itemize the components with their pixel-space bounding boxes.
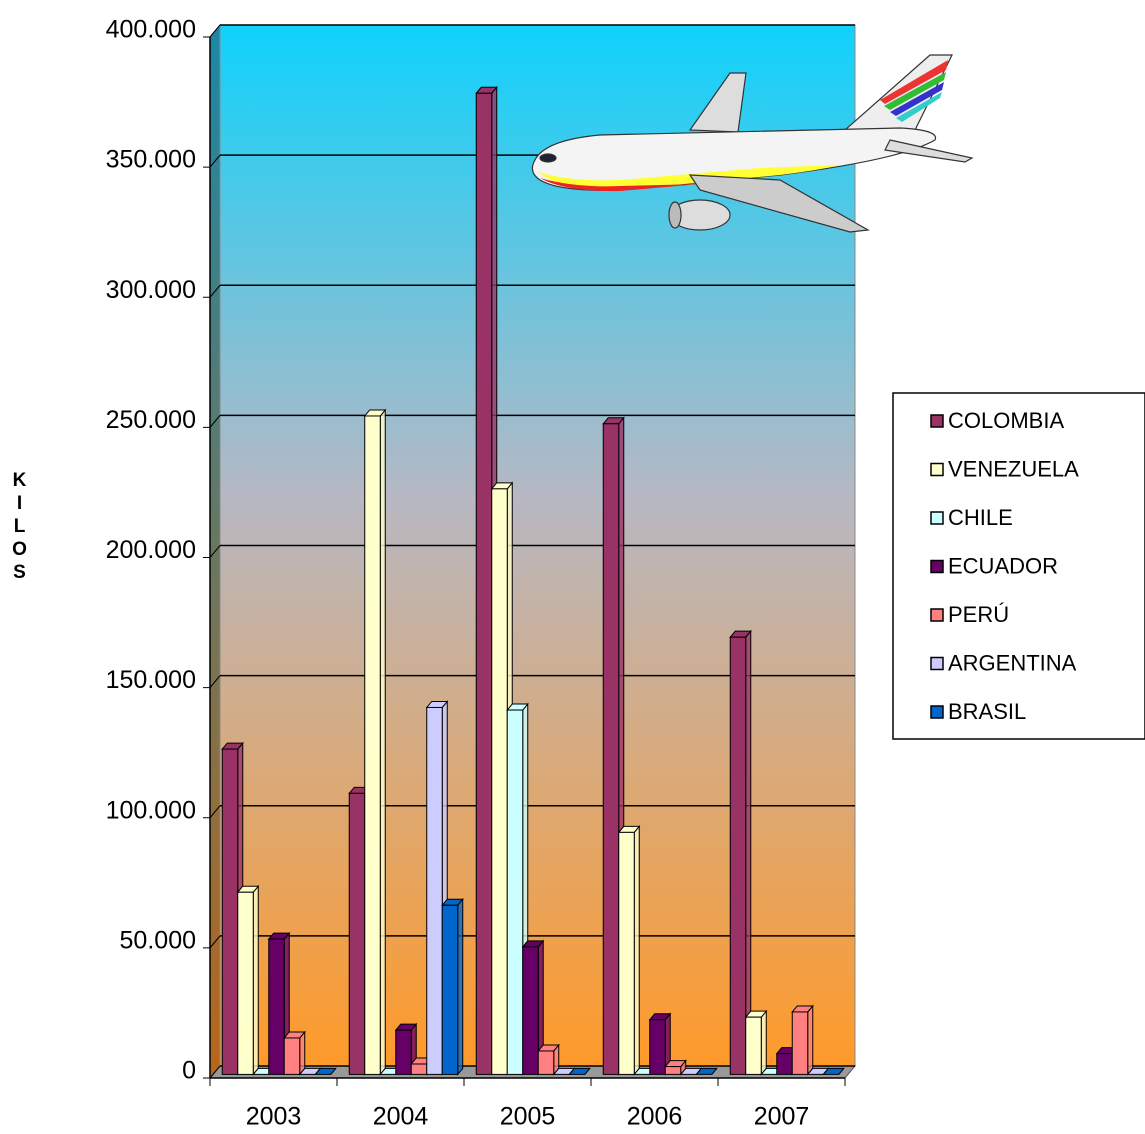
bar (649, 1019, 666, 1075)
grid-line (209, 805, 221, 819)
bar-top (822, 1067, 845, 1075)
bar-side (807, 1004, 814, 1076)
x-tick-label: 2004 (373, 1103, 429, 1131)
bar (491, 488, 508, 1075)
legend: COLOMBIA VENEZUELA CHILE ECUADOR PERÚ ARGENTI… (930, 408, 1079, 724)
legend-swatch (930, 608, 944, 622)
bar (618, 831, 635, 1075)
y-tick-label: 400.000 (106, 16, 196, 44)
y-tick-label: 50.000 (120, 926, 196, 954)
y-tick-label: 250.000 (106, 406, 196, 434)
plot-area: 0 50.000 100.000 150.000 200.000 250.000 300.0… (106, 16, 857, 1131)
legend-label: BRASIL (948, 699, 1026, 724)
bar (664, 1066, 682, 1075)
bar (410, 1063, 428, 1075)
bar (537, 1050, 555, 1075)
legend-swatch (930, 511, 944, 525)
bar (729, 636, 747, 1075)
grid-line (209, 284, 221, 298)
bar (237, 891, 254, 1075)
x-tick-label: 2007 (754, 1103, 810, 1131)
bar-side (299, 1030, 306, 1076)
y-axis-label: KILOS (9, 470, 30, 585)
legend-label: ARGENTINA (948, 650, 1077, 675)
bar (602, 423, 620, 1075)
legend-swatch (930, 705, 944, 719)
grid-line (209, 415, 221, 428)
y-tick-label: 300.000 (106, 276, 196, 304)
y-tick-label: 200.000 (106, 536, 196, 564)
bar-side (252, 884, 259, 1076)
bar-top (314, 1067, 337, 1075)
legend-swatch (930, 462, 944, 477)
legend-label: CHILE (948, 505, 1013, 530)
grid-line (209, 154, 221, 168)
bar-side (457, 897, 464, 1076)
grid-line (209, 24, 221, 38)
bar (776, 1053, 793, 1075)
y-tick-label: 100.000 (106, 796, 196, 824)
y-tick-label: 0 (182, 1057, 196, 1085)
x-tick-label: 2003 (246, 1103, 302, 1131)
bar (745, 1016, 762, 1075)
bar (426, 706, 443, 1075)
legend-swatch (930, 656, 944, 671)
y-tick-label: 150.000 (106, 666, 196, 694)
legend-label: VENEZUELA (948, 456, 1079, 481)
bar-side (745, 629, 752, 1076)
y-tick-label: 350.000 (106, 146, 196, 174)
bar (441, 904, 459, 1075)
legend-label: COLOMBIA (948, 408, 1064, 433)
bar (522, 946, 539, 1075)
bar (506, 709, 524, 1075)
legend-label: ECUADOR (948, 553, 1058, 578)
bar (364, 415, 381, 1075)
grid-line (209, 675, 221, 688)
legend-label: PERÚ (948, 602, 1009, 627)
bar-top (568, 1067, 591, 1075)
x-tick-label: 2005 (500, 1103, 556, 1131)
grid-line (209, 1065, 221, 1079)
bar-side (379, 408, 386, 1076)
legend-swatch (930, 559, 944, 574)
grid-line (209, 545, 221, 558)
airplane (531, 54, 974, 233)
bar (395, 1029, 412, 1075)
bar-side (633, 824, 640, 1076)
bar (791, 1011, 809, 1075)
bar (475, 92, 493, 1075)
x-tick-label: 2006 (627, 1103, 683, 1131)
bar-side (760, 1009, 767, 1076)
bar-top (695, 1067, 718, 1075)
bar (283, 1037, 301, 1075)
grid-line (209, 935, 221, 949)
bar (221, 748, 239, 1075)
legend-swatch (930, 414, 944, 428)
bar (268, 938, 285, 1075)
bar (348, 792, 366, 1075)
